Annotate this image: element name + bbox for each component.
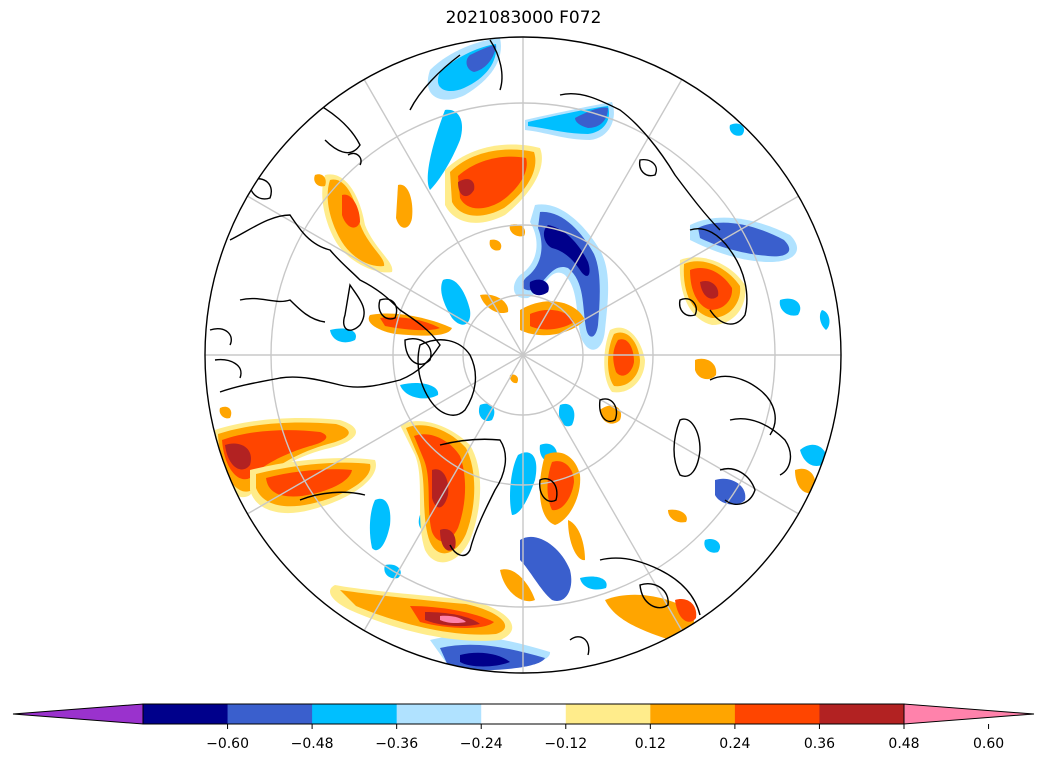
neg-anomaly-blob — [715, 478, 746, 505]
pos-anomaly-blob — [342, 194, 360, 228]
polar-map — [204, 36, 842, 674]
neg-anomaly-blob — [558, 403, 575, 427]
colorbar-extend-max — [903, 703, 1035, 725]
neg-anomaly-blob — [580, 576, 607, 590]
pos-anomaly-blob — [509, 224, 526, 237]
pos-anomaly-blob — [432, 469, 449, 508]
neg-anomaly-blob — [427, 109, 463, 190]
neg-anomaly-blob — [800, 444, 828, 466]
neg-anomaly-blob — [460, 652, 510, 667]
neg-anomaly-blob — [575, 107, 608, 128]
neg-anomaly-blob — [729, 123, 745, 136]
colorbar-tick-label: 0.48 — [888, 736, 919, 752]
pos-anomaly-blob — [509, 374, 519, 384]
colorbar-bins — [12, 703, 1035, 725]
colorbar-tick-label: 0.36 — [804, 736, 835, 752]
colorbar-bin — [143, 704, 229, 724]
colorbar-bin — [565, 704, 651, 724]
colorbar-ticks: −0.60 −0.48 −0.36 −0.24 −0.12 0.12 0.24 0.36 0.4… — [206, 724, 1004, 752]
neg-anomaly-blob — [779, 298, 801, 316]
neg-anomaly-blob — [529, 279, 549, 296]
map-title: 2021083000 F072 — [445, 8, 602, 28]
pos-anomaly-blob — [605, 594, 694, 640]
coastlines — [209, 39, 792, 656]
pos-anomaly-blob — [380, 317, 440, 331]
colorbar-bin — [481, 704, 567, 724]
pos-anomaly-blob — [440, 529, 456, 551]
colorbar-tick-label: −0.24 — [460, 736, 503, 752]
colorbar-tick-label: −0.48 — [291, 736, 334, 752]
map-boundary — [204, 36, 842, 674]
neg-anomaly-blob — [441, 279, 471, 325]
colorbar-outline — [142, 703, 905, 725]
pos-anomaly-blob — [695, 358, 717, 380]
colorbar-tick-label: −0.12 — [544, 736, 587, 752]
colorbar-tick-label: −0.36 — [375, 736, 418, 752]
pos-anomaly-blob — [314, 174, 326, 187]
colorbar-bin — [227, 704, 313, 724]
pos-anomaly-blob — [225, 443, 251, 470]
colorbar-bin — [734, 704, 820, 724]
pos-anomaly-blob — [500, 569, 535, 602]
pos-anomaly-blob — [396, 184, 413, 228]
pos-anomaly-blob — [219, 406, 232, 419]
colorbar-bin — [312, 704, 398, 724]
colorbar-extend-min — [12, 703, 144, 725]
neg-anomaly-blob — [543, 225, 590, 276]
colorbar-tick-label: 0.12 — [635, 736, 666, 752]
colorbar-tick-label: 0.24 — [719, 736, 750, 752]
neg-anomaly-blob — [478, 403, 495, 422]
neg-anomaly-blob — [698, 222, 790, 257]
colorbar-tick-label: 0.60 — [973, 736, 1004, 752]
colorbar: −0.60 −0.48 −0.36 −0.24 −0.12 0.12 0.24 0.36 0.4… — [12, 703, 1035, 752]
pos-anomaly-blob — [675, 599, 697, 622]
neg-anomaly-blob — [522, 211, 600, 337]
colorbar-bin — [396, 704, 482, 724]
neg-anomaly-blob — [819, 310, 830, 330]
pos-anomaly-blob — [266, 469, 352, 497]
colorbar-bin — [819, 704, 905, 724]
pos-anomaly-blob — [795, 468, 816, 494]
pos-anomaly-blob — [489, 239, 502, 251]
neg-anomaly-blob — [330, 328, 356, 343]
colorbar-bin — [650, 704, 736, 724]
graticule — [205, 37, 841, 673]
neg-anomaly-blob — [704, 539, 721, 553]
pos-anomaly-blob — [668, 509, 687, 523]
neg-anomaly-blob — [520, 536, 572, 601]
pos-anomaly-blob — [547, 461, 574, 511]
pos-anomaly-blob — [700, 280, 719, 299]
pos-anomaly-blob — [458, 179, 475, 197]
neg-anomaly-blob — [369, 498, 391, 551]
pos-anomaly-blob — [458, 156, 527, 209]
colorbar-tick-label: −0.60 — [206, 736, 249, 752]
neg-anomaly-blob — [400, 383, 439, 399]
pos-anomaly-blob — [568, 520, 585, 561]
neg-anomaly-blob — [466, 45, 496, 72]
pos-anomaly-blob — [440, 615, 466, 624]
pos-anomaly-blob — [613, 339, 634, 376]
anomaly-fields — [215, 38, 830, 671]
